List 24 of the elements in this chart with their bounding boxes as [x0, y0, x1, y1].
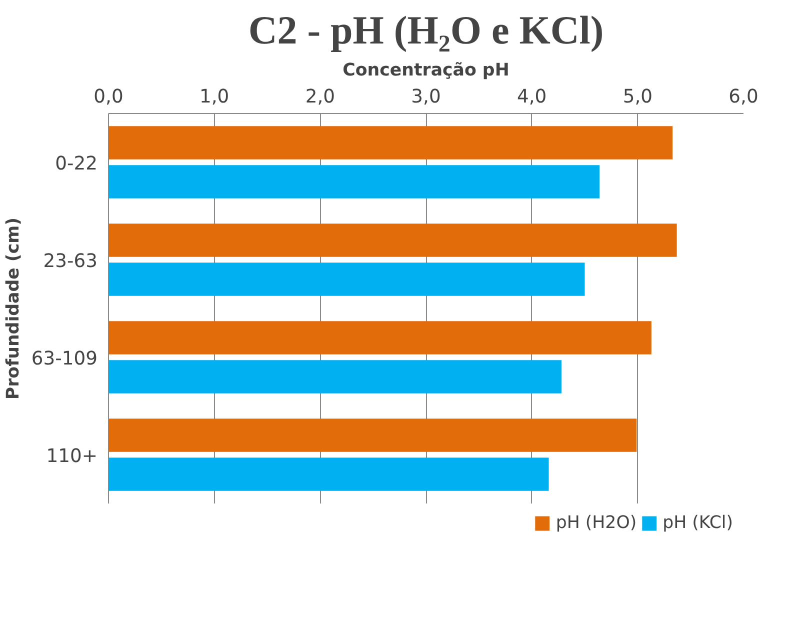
- y-tick-label: 0-22: [55, 153, 98, 174]
- x-tick-label: 0,0: [94, 86, 124, 108]
- x-tick-label: 3,0: [411, 86, 441, 108]
- y-axis-title: Profundidade (cm): [3, 217, 24, 400]
- x-tick-label: 5,0: [622, 86, 653, 108]
- bar: [108, 418, 637, 452]
- bar: [108, 224, 677, 257]
- y-tick-label: 110+: [46, 446, 98, 467]
- legend-label: pH (KCl): [662, 513, 733, 533]
- bar: [108, 360, 562, 394]
- y-tick-label: 63-109: [31, 348, 98, 370]
- chart-title: C2 - pH (H₂O e KCl): [248, 8, 604, 52]
- x-tick-label: 4,0: [517, 86, 547, 108]
- x-tick-label: 6,0: [728, 86, 758, 108]
- bar: [108, 126, 673, 160]
- bar: [108, 321, 652, 354]
- x-tick-label: 2,0: [305, 86, 336, 108]
- legend-label: pH (H2O): [556, 513, 637, 533]
- bar: [108, 262, 585, 296]
- x-axis-title: Concentração pH: [342, 60, 510, 80]
- x-tick-label: 1,0: [200, 86, 230, 108]
- bar: [108, 458, 549, 491]
- y-tick-label: 23-63: [43, 250, 98, 272]
- bar: [108, 165, 600, 198]
